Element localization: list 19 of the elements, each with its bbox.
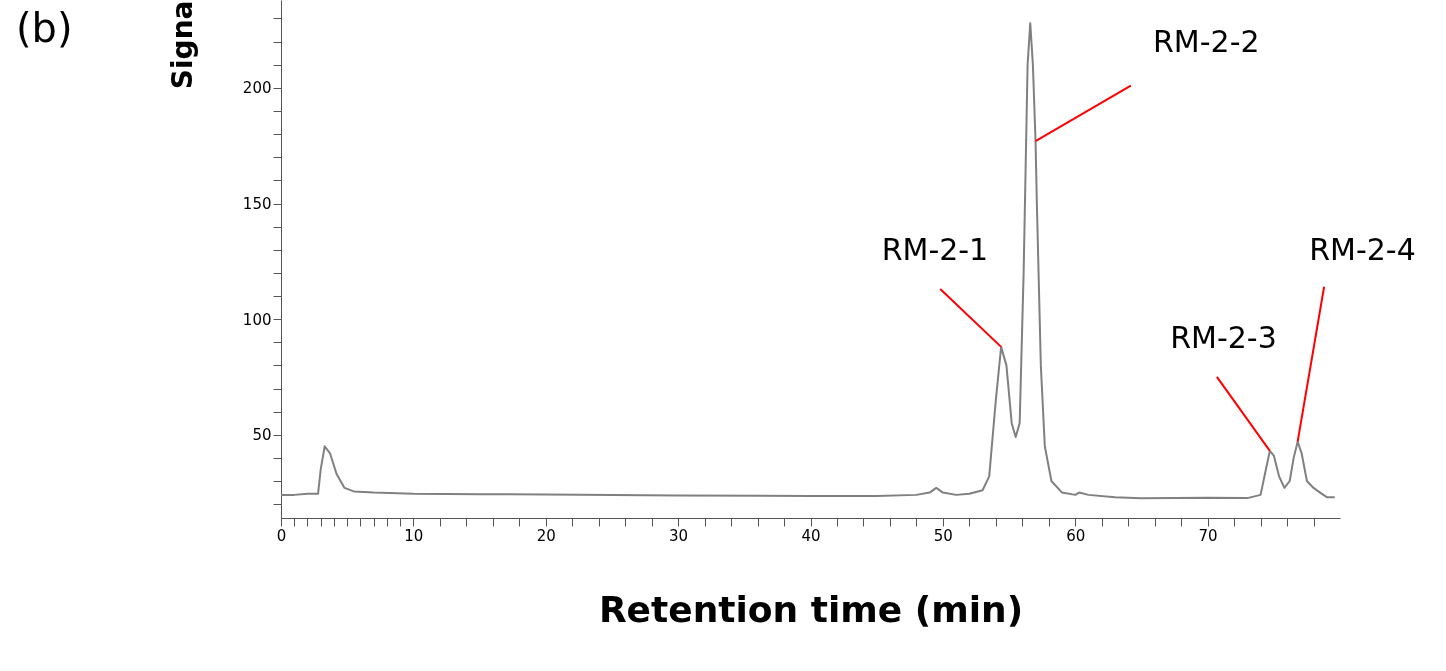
x-tick-label: 30 <box>669 526 689 545</box>
annotation: RM-2-4 <box>1309 231 1416 267</box>
y-tick-label: 50 <box>252 426 272 445</box>
x-tick-label: 0 <box>276 526 287 545</box>
x-tick-label: 70 <box>1198 526 1218 545</box>
x-tick-label: 10 <box>404 526 424 545</box>
annotation: RM-2-2 <box>1153 23 1260 59</box>
text: (b) <box>16 5 73 51</box>
y-tick-label: 200 <box>242 79 272 98</box>
y-tick-label: 100 <box>242 310 272 329</box>
y-tick-label: 150 <box>242 195 272 213</box>
x-tick-label: 60 <box>1066 526 1086 545</box>
annotation: RM-2-1 <box>881 231 989 267</box>
y-axis-title: Signa <box>165 0 199 90</box>
annotation: RM-2-3 <box>1170 319 1277 355</box>
x-tick-label: 40 <box>801 526 821 545</box>
x-tick-label: 50 <box>933 526 953 545</box>
x-tick-label: 20 <box>536 526 556 545</box>
x-axis-title: Retention time (min) <box>598 588 1024 630</box>
